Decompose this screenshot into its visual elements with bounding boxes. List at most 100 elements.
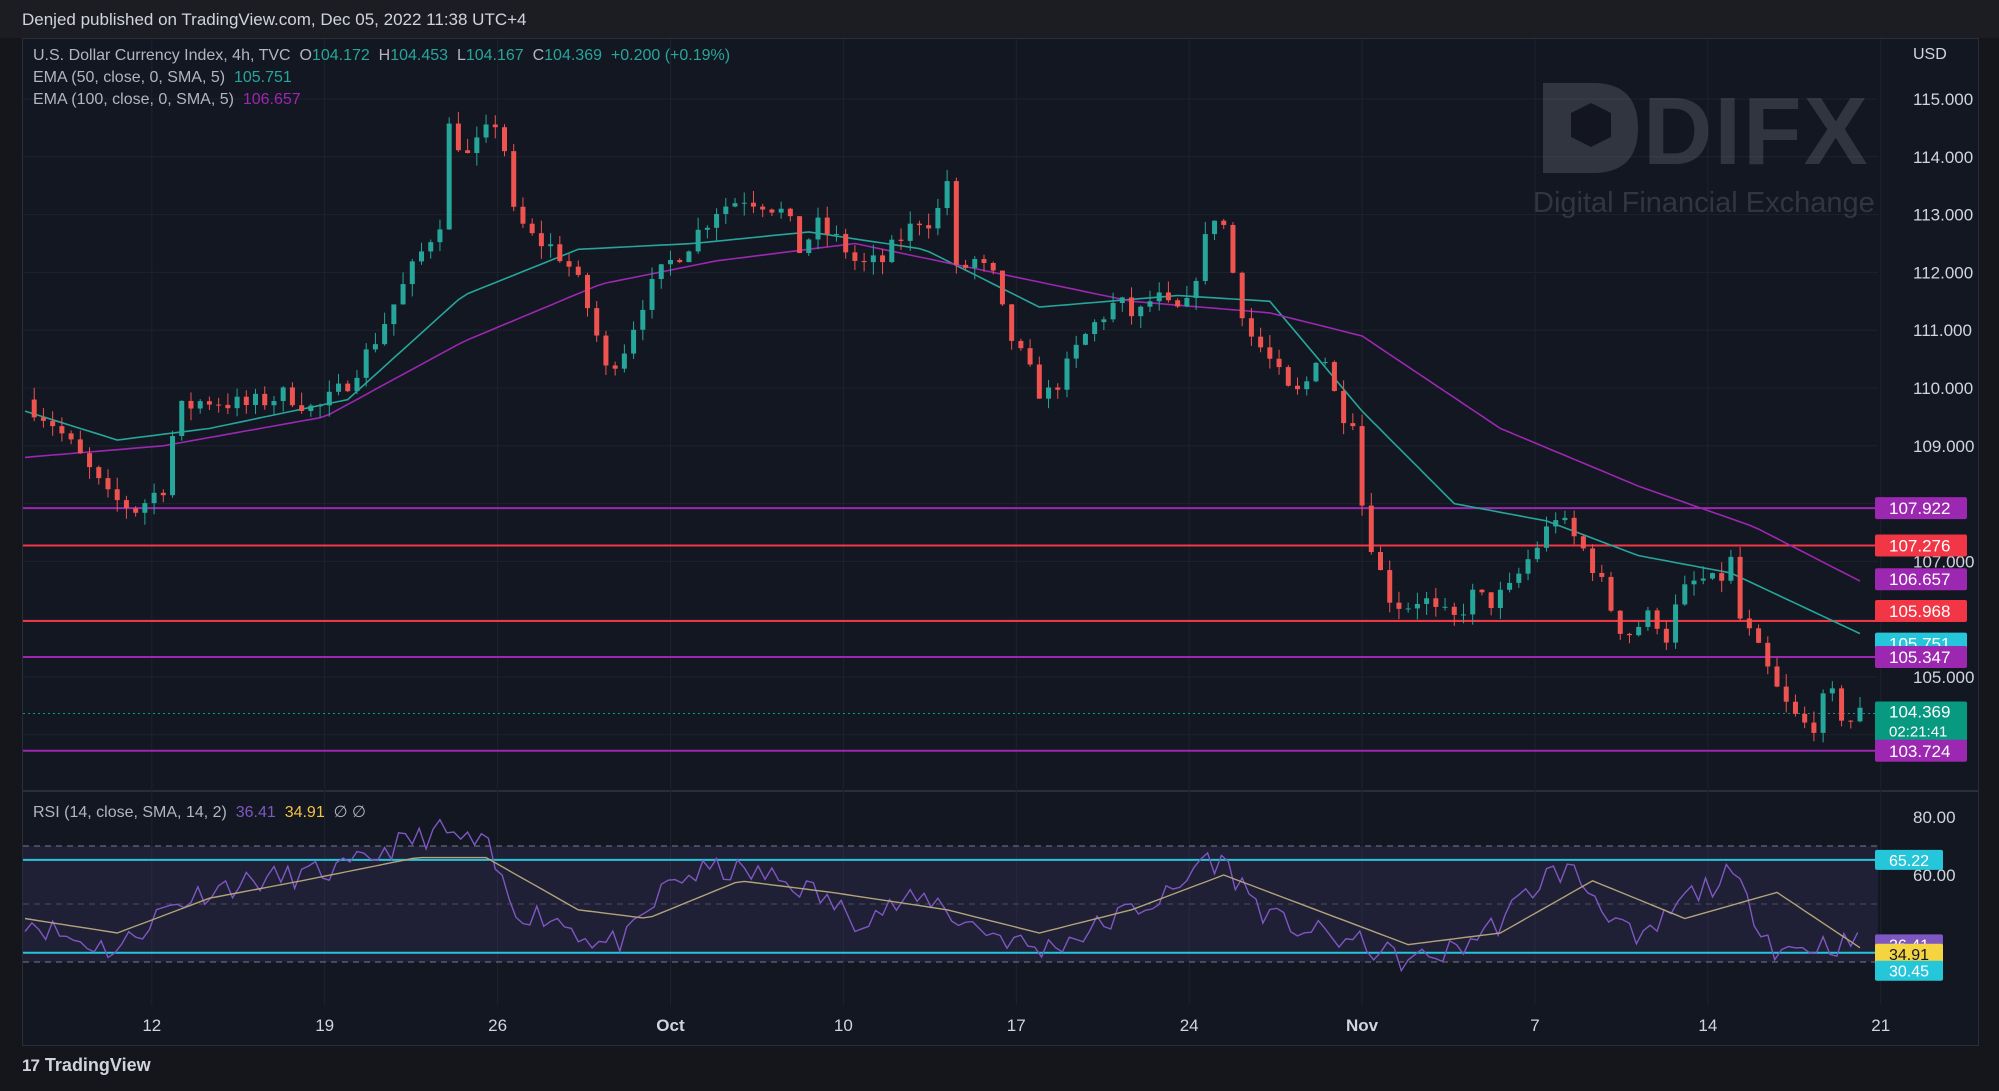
difx-name: DIFX: [1643, 78, 1870, 185]
candle-up: [1636, 626, 1642, 636]
candle-up: [280, 387, 286, 402]
rsi-badge-label: 30.45: [1889, 964, 1929, 981]
ema100-legend[interactable]: EMA (100, close, 0, SMA, 5) 106.657: [33, 91, 301, 109]
chart-frame[interactable]: USD 115.000 114.000 113.000 112.000 111.000 11…: [22, 38, 1979, 1046]
candle-up: [1092, 322, 1098, 335]
candle-up: [1193, 280, 1199, 299]
candle-up: [354, 377, 360, 392]
candle-down: [1848, 720, 1854, 722]
candle-up: [1516, 573, 1522, 583]
price-badge-label: 104.369: [1889, 702, 1950, 721]
candle-up: [428, 242, 434, 252]
candle-up: [474, 137, 480, 153]
candle-up: [1709, 573, 1715, 579]
high-value: 104.453: [390, 47, 449, 64]
candle-up: [271, 401, 277, 406]
price-badge-label: 106.657: [1889, 570, 1950, 589]
candle-down: [1368, 505, 1374, 553]
symbol-legend[interactable]: U.S. Dollar Currency Index, 4h, TVC O104…: [33, 47, 730, 65]
rsi-legend[interactable]: RSI (14, close, SMA, 14, 2) 36.41 34.91 …: [33, 802, 366, 822]
candle-down: [1009, 304, 1015, 341]
candle-down: [1036, 364, 1042, 399]
candle-down: [31, 399, 37, 418]
candle-up: [1184, 298, 1190, 307]
candle-up: [658, 264, 664, 280]
candle-down: [990, 262, 996, 271]
candle-up: [400, 284, 406, 305]
time-tick-label: 10: [834, 1016, 853, 1035]
candle-up: [1497, 589, 1503, 609]
candle-down: [1774, 666, 1780, 687]
candle-down: [1783, 686, 1789, 702]
candle-up: [1405, 608, 1411, 610]
candle-down: [1378, 552, 1384, 571]
candle-up: [1082, 334, 1088, 345]
difx-watermark: DIFX Digital Financial Exchange: [1533, 69, 1893, 229]
candle-down: [1571, 517, 1577, 537]
candle-down: [1018, 340, 1024, 349]
ema100-label: EMA (100, close, 0, SMA, 5): [33, 91, 234, 108]
candle-down: [963, 264, 969, 268]
candle-down: [225, 404, 231, 409]
ema50-line: [24, 231, 1861, 635]
candle-down: [1580, 536, 1586, 549]
candle-down: [1608, 576, 1614, 611]
candle-down: [1239, 272, 1245, 319]
publish-bar: Denjed published on TradingView.com, Dec…: [0, 0, 1999, 38]
candle-up: [179, 400, 185, 436]
candle-down: [123, 500, 129, 509]
candle-down: [289, 387, 295, 406]
high-label: H: [378, 47, 391, 64]
candle-up: [1442, 606, 1448, 608]
time-tick-label: 17: [1007, 1016, 1026, 1035]
candle-down: [1626, 633, 1632, 636]
price-tick-label: 115.000: [1913, 90, 1973, 109]
candle-down: [824, 217, 830, 235]
candle-down: [1258, 336, 1264, 348]
candle-up: [667, 259, 673, 265]
candle-up: [1820, 693, 1826, 733]
candle-up: [437, 229, 443, 243]
candle-down: [575, 266, 581, 275]
candle-up: [446, 123, 452, 230]
candle-up: [732, 203, 738, 207]
candle-up: [1424, 598, 1430, 604]
rsi-tick-label: 60.00: [1913, 866, 1956, 885]
candle-up: [741, 202, 747, 204]
candle-up: [170, 435, 176, 496]
candle-down: [1433, 598, 1439, 607]
tradingview-footer[interactable]: 17 TradingView: [22, 1055, 151, 1076]
candle-down: [1737, 556, 1743, 619]
price-tick-label: 105.000: [1913, 668, 1974, 687]
candle-up: [382, 324, 388, 345]
ema50-legend[interactable]: EMA (50, close, 0, SMA, 5) 105.751: [33, 69, 292, 87]
candle-up: [778, 208, 784, 213]
low-value: 104.167: [465, 47, 524, 64]
tradingview-brand: TradingView: [44, 1055, 151, 1075]
candle-down: [1590, 548, 1596, 573]
candle-up: [142, 503, 148, 513]
candle-up: [1673, 604, 1679, 643]
candle-down: [584, 274, 590, 309]
candle-down: [105, 478, 111, 490]
rsi-extra-icons: ∅ ∅: [333, 804, 366, 821]
candle-up: [234, 396, 240, 409]
candle-up: [1562, 517, 1568, 521]
candle-down: [916, 223, 922, 226]
candle-up: [1064, 358, 1070, 390]
time-tick-label: Oct: [656, 1016, 685, 1035]
price-tick-label: 114.000: [1913, 148, 1973, 167]
chart-canvas[interactable]: USD 115.000 114.000 113.000 112.000 111.000 11…: [23, 39, 1978, 1045]
candle-down: [40, 417, 46, 421]
candle-up: [935, 208, 941, 229]
candle-down: [501, 127, 507, 152]
publish-info: Denjed published on TradingView.com, Dec…: [22, 10, 527, 29]
rsi-label: RSI (14, close, SMA, 14, 2): [33, 804, 227, 821]
candle-down: [511, 151, 517, 207]
candle-up: [704, 227, 710, 230]
close-value: 104.369: [544, 47, 602, 64]
difx-subtitle: Digital Financial Exchange: [1533, 187, 1875, 219]
candle-down: [1654, 610, 1660, 629]
candle-down: [87, 453, 93, 468]
candle-down: [852, 252, 858, 261]
